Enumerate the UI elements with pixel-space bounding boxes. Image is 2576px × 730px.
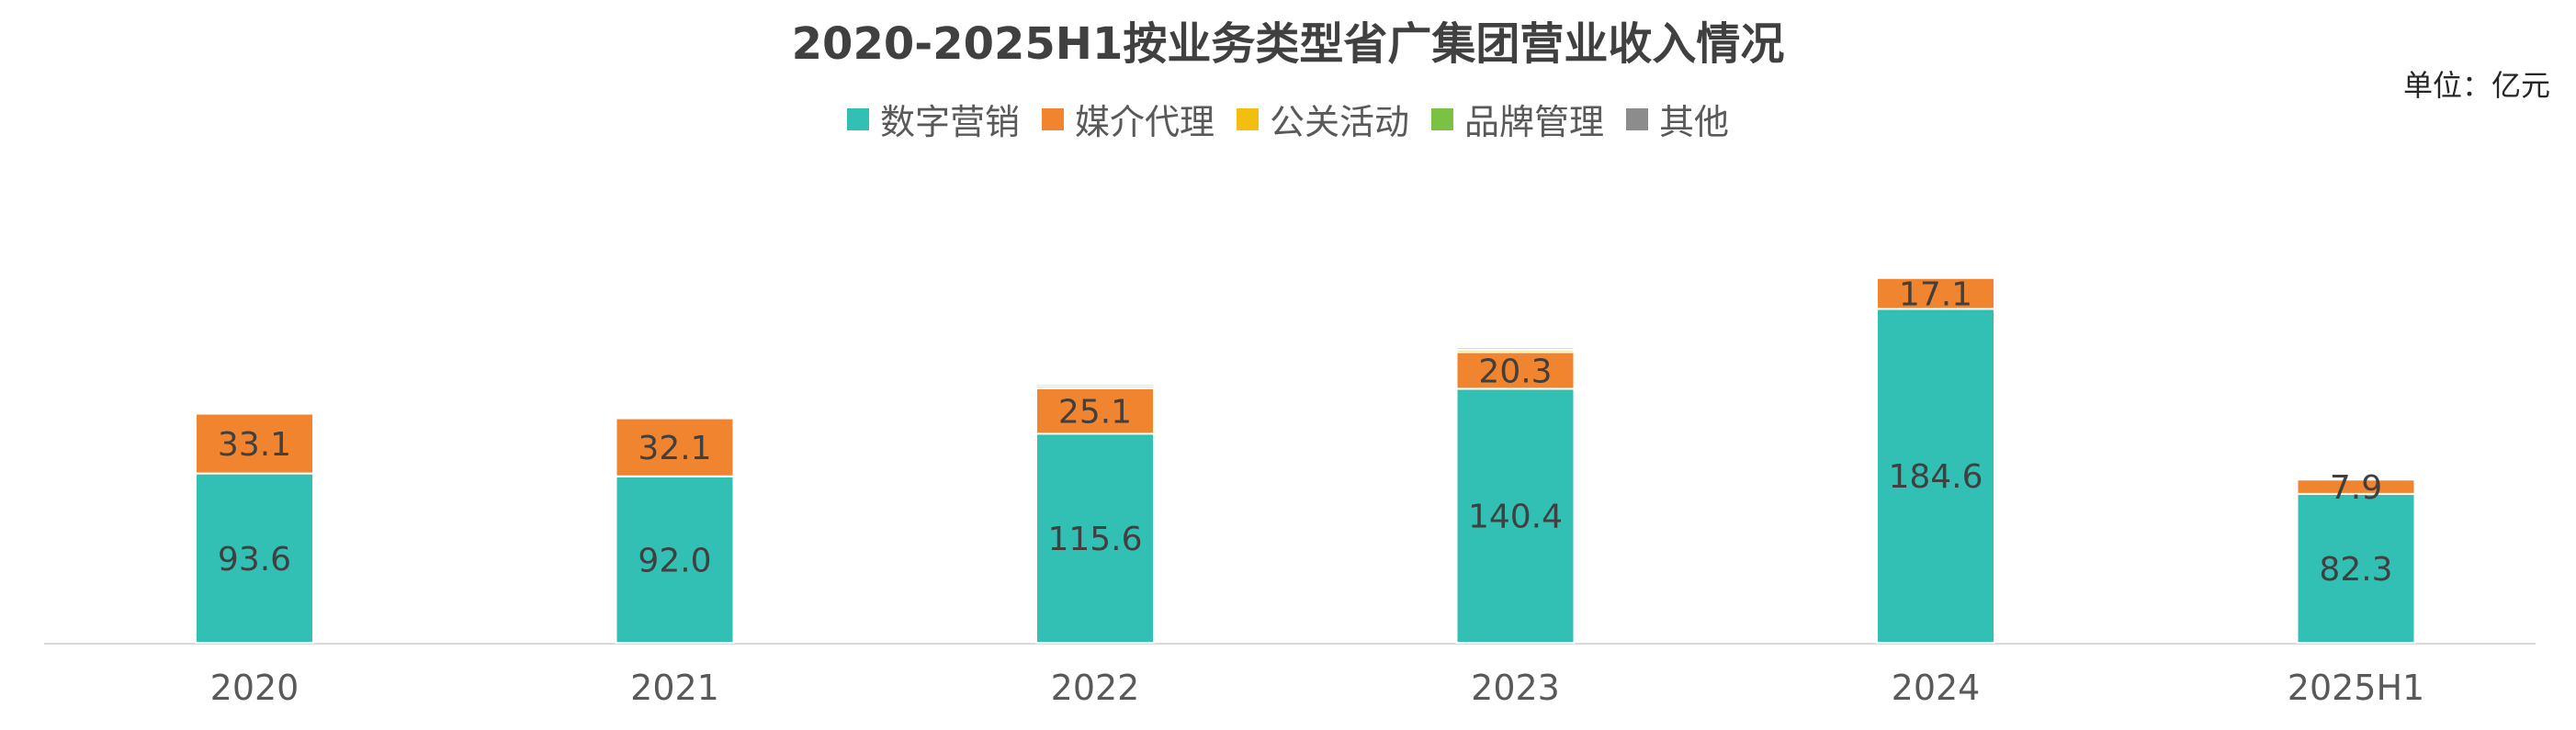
data-label: 25.1 [1058, 394, 1132, 432]
legend-swatch [846, 107, 869, 130]
legend-label: 品牌管理 [1464, 102, 1605, 142]
legend-swatch [1626, 107, 1649, 130]
bar-segment [1455, 345, 1576, 349]
data-label: 17.1 [1899, 275, 1972, 313]
bar-segment [2296, 492, 2416, 645]
x-tick-label: 2020 [210, 668, 299, 708]
legend-swatch [1041, 107, 1064, 130]
data-label: 92.0 [638, 542, 711, 579]
legend-label: 媒介代理 [1074, 102, 1215, 142]
chart-title: 2020-2025H1按业务类型省广集团营业收入情况 [791, 18, 1785, 70]
data-label: 140.4 [1468, 499, 1563, 536]
legend-label: 数字营销 [879, 102, 1020, 142]
legend-label: 其他 [1659, 102, 1730, 142]
data-label: 184.6 [1888, 458, 1983, 496]
bar-segment [1035, 387, 1155, 435]
data-label: 82.3 [2319, 551, 2392, 589]
bar-segment [615, 475, 735, 645]
legend-label: 公关活动 [1269, 102, 1409, 142]
bar-segment [1035, 432, 1155, 644]
legend-swatch [1236, 107, 1259, 130]
legend-item: 媒介代理 [1041, 94, 1215, 144]
bar-segment [195, 408, 314, 411]
x-tick-label: 2021 [630, 668, 719, 708]
bar-segment [1876, 276, 1995, 310]
legend: 数字营销 媒介代理 公关活动 品牌管理 其他 [0, 94, 2576, 144]
unit-label: 单位：亿元 [2402, 68, 2550, 103]
bar-segment [1035, 382, 1155, 385]
bar-segment [615, 413, 735, 417]
x-tick-label: 2022 [1051, 668, 1140, 708]
bar-segment [1876, 308, 1995, 644]
bar-segment [1455, 351, 1576, 390]
data-label: 93.6 [218, 541, 291, 578]
data-label: 32.1 [638, 430, 711, 467]
data-label: 7.9 [2330, 469, 2382, 507]
legend-item: 其他 [1626, 94, 1729, 144]
x-tick-label: 2024 [1892, 668, 1981, 708]
x-tick-label: 2025H1 [2288, 668, 2424, 708]
bar-segment [615, 417, 735, 477]
x-tick-label: 2023 [1471, 668, 1560, 708]
legend-item: 品牌管理 [1431, 94, 1604, 144]
legend-item: 公关活动 [1236, 94, 1409, 144]
legend-swatch [1431, 107, 1453, 130]
data-label: 20.3 [1478, 353, 1552, 390]
data-label: 33.1 [218, 426, 291, 464]
data-label: 115.6 [1047, 521, 1142, 558]
legend-item: 数字营销 [846, 94, 1020, 144]
bar-segment [2296, 478, 2416, 495]
